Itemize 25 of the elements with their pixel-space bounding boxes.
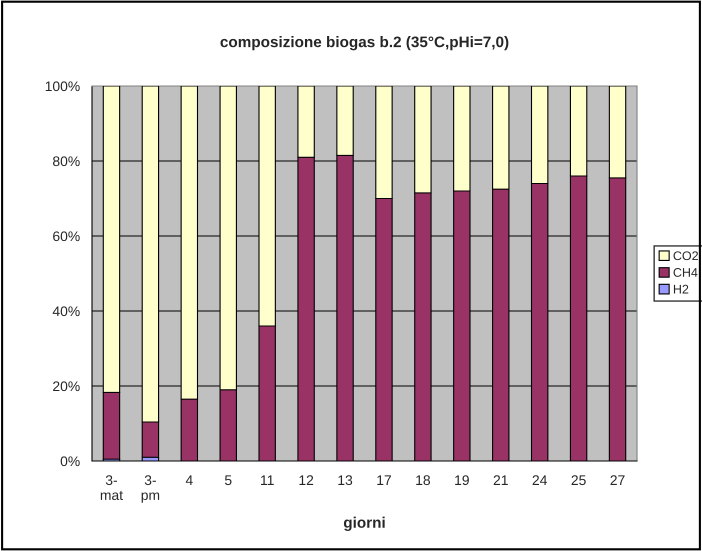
x-axis-title: giorni <box>344 516 385 531</box>
x-tick-label: 3-mat <box>100 475 123 500</box>
y-tick-label: 60% <box>53 231 80 242</box>
x-tick-label: 17 <box>377 475 391 485</box>
x-tick-label: 24 <box>532 475 547 485</box>
x-tick-label: 12 <box>299 475 314 485</box>
legend-label: CH4 <box>674 268 698 277</box>
x-tick-label: 27 <box>610 475 625 485</box>
x-tick-label: 19 <box>455 475 469 486</box>
legend-label: CO2 <box>674 251 698 260</box>
x-tick-label: 4 <box>186 475 193 485</box>
x-tick-label: 25 <box>572 475 586 486</box>
x-tick-label: 21 <box>494 475 508 485</box>
y-tick-label: 0% <box>60 456 80 466</box>
x-tick-label: 13 <box>338 475 352 486</box>
y-tick-label: 40% <box>52 306 80 316</box>
x-tick-label: 5 <box>224 475 232 486</box>
legend-label: H2 <box>674 284 688 294</box>
chart-title: composizione biogas b.2 (35°C,pHi=7,0) <box>220 36 508 50</box>
y-tick-label: 100% <box>46 81 80 92</box>
x-tick-label: 11 <box>261 475 274 485</box>
x-tick-label: 3-pm <box>142 475 160 503</box>
x-tick-label: 18 <box>416 475 430 486</box>
y-tick-label: 20% <box>53 381 80 392</box>
y-tick-label: 80% <box>53 156 80 166</box>
